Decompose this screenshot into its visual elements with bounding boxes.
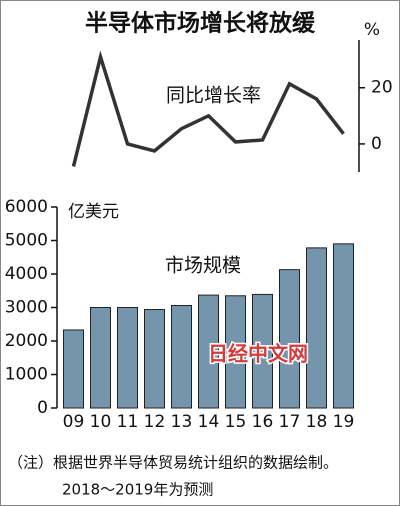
bar: [117, 307, 138, 409]
bar: [198, 294, 219, 409]
line: [71, 50, 345, 167]
line-label: 同比增长率: [166, 85, 261, 107]
bar: [90, 307, 111, 409]
x-tick-label: 13: [171, 412, 193, 432]
note: （注）根据世界半导体贸易统计组织的数据绘制。: [8, 454, 338, 472]
y-tick-label: 5000: [5, 231, 48, 251]
x-tick-label: 19: [333, 412, 355, 432]
y-tick-label: 4000: [5, 264, 48, 284]
x-tick-label: 17: [279, 412, 301, 432]
x-tick-label: 14: [198, 412, 220, 432]
bar-label: 市场规模: [165, 255, 241, 277]
y-tick-label: 2000: [5, 331, 48, 351]
bar: [144, 309, 165, 409]
x-tick-label: 12: [144, 412, 166, 432]
x-tick-label: 15: [225, 412, 247, 432]
y-tick-label: 1000: [5, 365, 48, 385]
x-tick-label: 10: [90, 412, 112, 432]
bar: [225, 295, 246, 409]
y-unit: 亿美元: [68, 202, 119, 222]
bar: [306, 247, 327, 409]
y2-unit: %: [364, 20, 380, 40]
y-tick-label: 3000: [5, 298, 48, 318]
x-tick-label: 09: [63, 412, 85, 432]
y-tick-label: 0: [37, 398, 48, 418]
y2-tick-label: 0: [371, 134, 382, 154]
y-tick-label: 6000: [5, 197, 48, 217]
x-tick-label: 18: [306, 412, 328, 432]
bar: [63, 329, 84, 409]
watermark: 日经中文网: [208, 342, 308, 366]
note: 2018～2019年为预测: [62, 481, 213, 499]
x-tick-label: 16: [252, 412, 274, 432]
bar: [171, 304, 192, 409]
x-tick-label: 11: [117, 412, 139, 432]
bar: [333, 243, 354, 409]
y2-tick-label: 20: [371, 78, 393, 98]
chart-title: 半导体市场增长将放缓: [85, 10, 316, 37]
bar: [252, 293, 273, 409]
bar: [279, 269, 300, 409]
